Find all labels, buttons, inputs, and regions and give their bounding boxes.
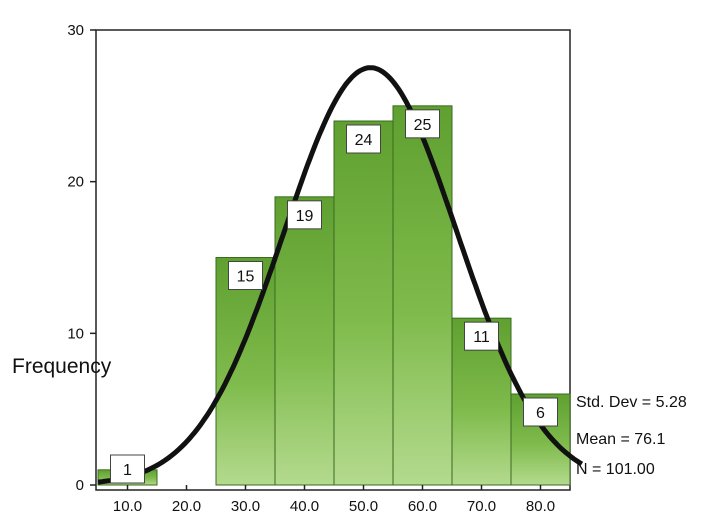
y-axis-ticks: 0 10 20 30 xyxy=(67,22,96,494)
y-axis-label: Frequency xyxy=(12,355,112,378)
data-label: 19 xyxy=(296,208,314,225)
x-tick-label: 20.0 xyxy=(172,498,201,515)
data-labels: 1 15 19 24 25 11 6 xyxy=(110,109,558,484)
x-tick-label: 10.0 xyxy=(113,498,142,515)
y-tick-label: 20 xyxy=(67,174,84,191)
stat-n: N = 101.00 xyxy=(576,461,655,478)
data-label-box xyxy=(464,321,499,351)
plot-frame xyxy=(95,29,571,491)
data-label: 15 xyxy=(237,269,255,286)
y-tick-label: 0 xyxy=(76,477,84,494)
normal-curve xyxy=(97,65,584,485)
data-label-box xyxy=(110,454,145,484)
x-tick-label: 30.0 xyxy=(231,498,260,515)
data-label: 1 xyxy=(123,462,132,479)
x-tick-label: 50.0 xyxy=(349,498,378,515)
data-label-box xyxy=(228,261,263,290)
bars xyxy=(97,105,571,486)
data-label: 25 xyxy=(414,117,432,134)
histogram-bar xyxy=(392,105,453,486)
y-tick-label: 10 xyxy=(67,325,84,342)
data-label: 24 xyxy=(355,132,373,149)
x-tick-label: 40.0 xyxy=(290,498,319,515)
y-tick-label: 30 xyxy=(67,22,84,39)
stat-std-dev: Std. Dev = 5.28 xyxy=(576,394,687,411)
histogram-bar xyxy=(215,257,276,486)
data-label-box xyxy=(523,397,558,427)
x-tick-label: 80.0 xyxy=(526,498,555,515)
data-label-box xyxy=(346,124,381,154)
data-label: 11 xyxy=(473,329,490,346)
x-axis-ticks: 10.0 20.0 30.0 40.0 50.0 60.0 70.0 80.0 xyxy=(113,485,555,515)
data-label: 6 xyxy=(536,405,545,422)
x-tick-label: 70.0 xyxy=(467,498,496,515)
data-label-box xyxy=(287,200,322,230)
histogram-bar xyxy=(333,120,394,486)
x-tick-label: 60.0 xyxy=(408,498,437,515)
data-label-box xyxy=(405,109,440,139)
stat-mean: Mean = 76.1 xyxy=(576,431,666,448)
